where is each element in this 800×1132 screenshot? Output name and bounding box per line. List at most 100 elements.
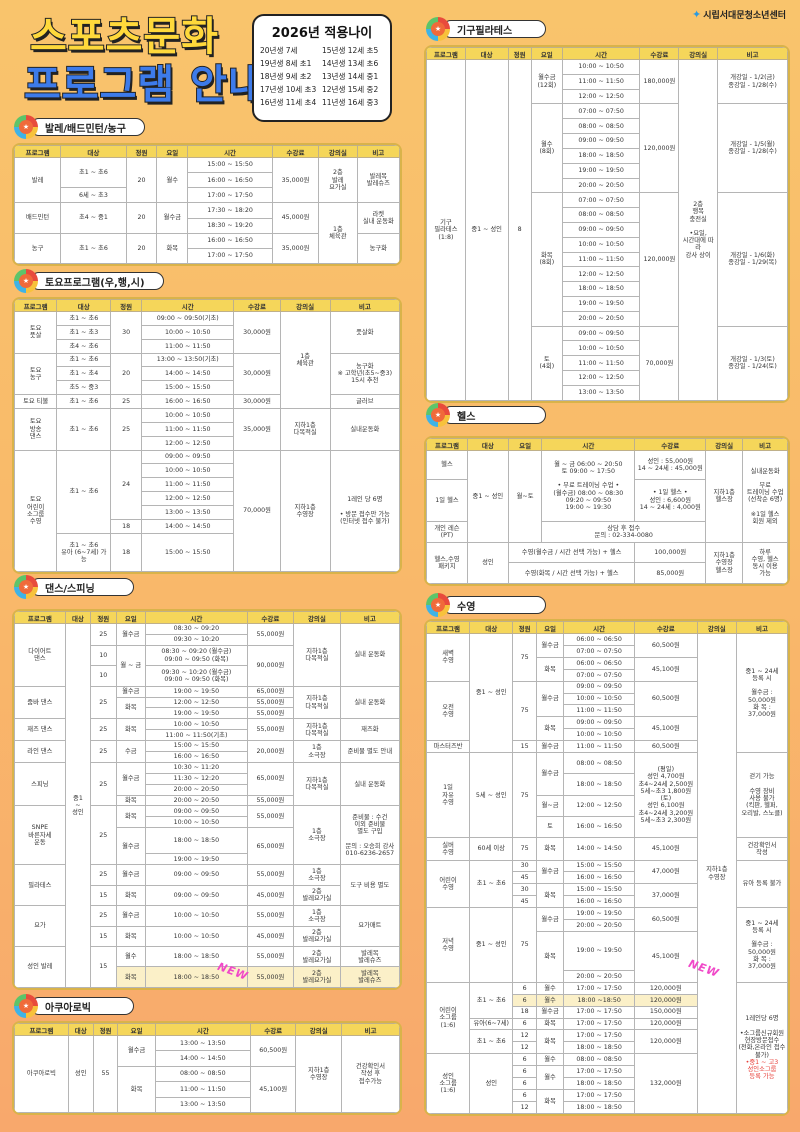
table-cell: 11:00 ~ 11:50 (561, 73, 641, 90)
column-header: 대상 (466, 438, 509, 451)
column-header: 수강료 (639, 47, 680, 60)
table-cell: 16:00 ~ 16:50 (563, 895, 635, 909)
table-cell: 지하1층 다목적실 (293, 761, 341, 807)
table-cell: 18 (110, 518, 143, 534)
age-entry: 18년생 9세 초2 (260, 72, 312, 81)
table-cell: 지하1층 다목적실 (293, 623, 341, 687)
table-cell: 10:00 ~ 10:50 (145, 905, 248, 927)
poster-title-line1: 스포츠문화 (29, 13, 219, 61)
table-row: 11:30 ~ 12:20 (15, 772, 400, 785)
column-header: 비고 (329, 299, 400, 312)
table-cell: 준비물 : 수건 이외 준비물 별도 구입 문의 : 오승희 강사 010-62… (339, 805, 400, 866)
table-cell: 14:00 ~ 14:50 (563, 837, 635, 861)
column-header: 요일 (156, 145, 189, 158)
table-cell: 10:30 ~ 11:20 (145, 761, 248, 774)
table-cell: 12:00 ~ 12:50 (561, 266, 641, 283)
table-cell: 09:00 ~ 09:50 (561, 221, 641, 238)
table-row: 12 18:00 ~ 18:50 (427, 1100, 788, 1114)
table-cell: 6 (512, 981, 537, 995)
table-cell: 17:00 ~ 17:50 (563, 1065, 635, 1079)
column-header: 시간 (187, 145, 273, 158)
column-header: 정원 (125, 145, 158, 158)
table-cell: 11:30 ~ 12:20 (145, 772, 248, 785)
table-cell: 재즈화 (339, 718, 400, 742)
table-cell: 화목 (115, 966, 147, 988)
table-cell: 어린이 수영 (426, 859, 471, 909)
program-table: 프로그램 대상 정원 요일 시간 수강료 강의실 비고 발레 초1 ~ 초6 20 월수 15:00 ~… (12, 143, 402, 266)
column-header: 프로그램 (426, 438, 468, 451)
table-row: 화목 09:00 ~ 09:50 45,100원 (427, 716, 788, 742)
table-row: 오전 수영 75 월수금 09:00 ~ 09:50 60,500원 (426, 680, 788, 742)
table-cell: 중1 ~ 성인 (464, 59, 509, 401)
table-cell: 11:00 ~ 11:50 (561, 355, 641, 372)
table-cell: 월수금 (115, 905, 147, 927)
table-cell: 월수 (535, 1065, 565, 1090)
table-cell: 11:00 ~ 11:50 (141, 421, 235, 437)
table-row: 발레 초1 ~ 초6 20 월수 15:00 ~ 15:50 35,000원 2층 발레 요… (14, 156, 400, 204)
age-entry: 11년생 16세 중3 (322, 98, 379, 107)
table-cell: 16:00 ~ 16:50 (563, 871, 635, 885)
table-row: 12 18:00 ~ 18:50 (427, 1041, 788, 1055)
poster-title-line2: 프로그램 안내 (23, 61, 266, 109)
table-row: 저녁 수영 중1 ~ 성인 75 월수금 19:00 ~ 19:50 60,500원 중1 … (426, 907, 788, 983)
table-cell: 30,000원 (233, 311, 281, 354)
section-header: ★ 수영 (426, 593, 546, 617)
table-cell: 1층 소극장 (293, 864, 341, 886)
table-cell: 월수금 (115, 827, 147, 866)
program-table: 프로그램 대상 정원 시간 수강료 강의실 비고 토요 풋살 초1 ~ 초6 30 09:00 ~ … (12, 297, 402, 574)
column-header: 강의실 (678, 47, 719, 60)
table-row: 10:00 ~ 10:50 (427, 728, 788, 742)
table-cell: 08:00 ~ 08:50 (561, 207, 641, 223)
table-cell: 성인 (466, 541, 509, 584)
table-cell: 12:00 ~ 12:50 (141, 491, 235, 507)
table-cell: 10:00 ~ 10:50 (145, 718, 248, 731)
table-cell: 15:00 ~ 15:50 (187, 156, 273, 174)
column-header: 강의실 (279, 299, 331, 312)
table-cell: 13:00 ~ 13:50 (154, 1034, 251, 1052)
table-row: 헬스 중1 ~ 성인 월~토 월 ~ 금 06:00 ~ 20:50 토 09:00 … (426, 450, 788, 543)
table-cell: 배드민턴 (14, 202, 62, 234)
table-cell: 성인 (67, 1035, 94, 1113)
table-cell: 55 (92, 1035, 119, 1113)
section-header: ★ 토요프로그램(우,행,시) (14, 269, 164, 293)
table-row: 1일 자유 수영 5세 ~ 성인 75 월수금 08:00 ~ 08:50 (평일) 성인… (426, 752, 788, 839)
table-cell: 초1 ~ 초6 (56, 449, 112, 534)
table-cell: 19:00 ~ 19:50 (561, 162, 641, 179)
table-cell: 월수금 (12회) (530, 58, 563, 105)
table-cell: 지하1층 수영장 (696, 633, 737, 1114)
column-header: 정원 (92, 1023, 119, 1036)
table-cell: 건강확인서 작성 후 접수가능 (341, 1035, 400, 1113)
table-cell: 18 (512, 1005, 537, 1019)
table-cell: 초1 ~ 초6 (56, 408, 112, 451)
table-row: 초1 ~ 초6 12 화목 17:00 ~ 17:50 120,000원 (427, 1029, 788, 1055)
section-header: ★ 기구필라테스 (426, 17, 546, 41)
table-cell: 실내운동화 (329, 408, 400, 451)
table-cell: 24 (110, 449, 143, 520)
table-cell: 25 (90, 864, 117, 886)
table-row: 토요 티볼 초1 ~ 초6 25 16:00 ~ 16:50 30,000원 글러브 (14, 394, 400, 410)
table-cell: 45,100원 (633, 656, 698, 682)
table-cell: 하루 수영, 헬스 동시 이용 가능 (742, 541, 788, 584)
table-row: 월~금 12:00 ~ 12:50 (427, 794, 788, 817)
column-header: 정원 (110, 299, 143, 312)
table-row: 15 화목 09:00 ~ 09:50 45,000원 2층 발레요가실 (15, 884, 400, 907)
column-header: 수강료 (233, 299, 281, 312)
table-cell: 토요 방송 댄스 (14, 408, 58, 451)
table-cell: 12:00 ~ 12:50 (561, 370, 641, 386)
table-row: 재즈 댄스 25 화목 10:00 ~ 10:50 55,000원 지하1층 다목적실 재즈… (14, 718, 400, 742)
column-header: 시간 (145, 611, 248, 624)
table-cell: 줌바 댄스 (14, 685, 66, 720)
column-header: 강의실 (295, 1023, 342, 1036)
table-row: 11:00 ~ 11:50(기초) (15, 729, 400, 742)
table-cell: 55,000원 (246, 966, 295, 988)
table-cell: 12 (512, 1041, 537, 1055)
table-cell: 화목 (535, 656, 565, 682)
table-cell: 15 (90, 925, 117, 948)
table-cell: 18:00 ~ 18:50 (563, 1041, 635, 1055)
table-cell: 2층 발레요가실 (293, 925, 341, 948)
program-table: 프로그램 대상 정원 요일 시간 수강료 강의실 비고 기구 필라테스 (1:8) 중1 ~ 성인… (424, 45, 790, 403)
table-row: 새벽 수영 중1 ~ 성인 75 월수금 06:00 ~ 06:50 60,500원 지하1… (426, 632, 788, 1114)
column-header: 수강료 (633, 621, 698, 634)
table-cell: 17:30 ~ 18:20 (187, 202, 273, 219)
column-header: 프로그램 (426, 621, 471, 634)
